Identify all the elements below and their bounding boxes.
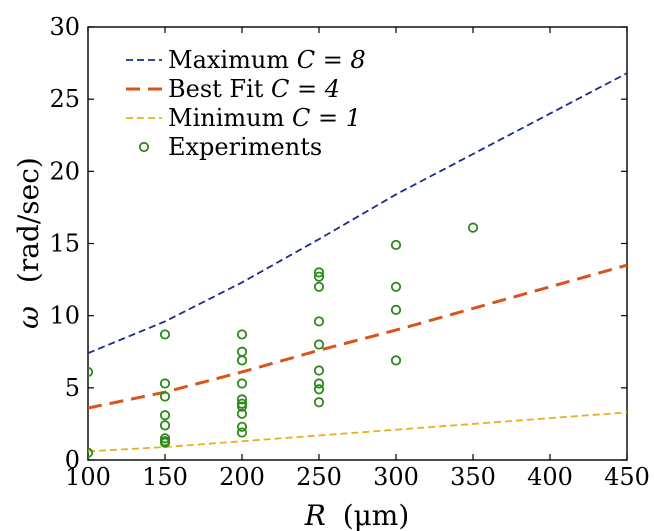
experiment-point — [159, 437, 171, 448]
y-tick-label: 20 — [49, 157, 80, 185]
y-axis-variable: ω — [12, 306, 45, 329]
experiment-point — [236, 401, 248, 412]
y-tick-label: 10 — [49, 302, 80, 330]
experiment-point — [159, 420, 171, 431]
experiment-point — [236, 394, 248, 405]
experiment-point — [390, 281, 402, 292]
y-tick-label: 25 — [49, 85, 80, 113]
legend-label-2: Best Fit C = 4 — [168, 75, 340, 103]
x-tick-label: 250 — [296, 463, 342, 491]
experiment-point — [159, 378, 171, 389]
y-tick-label: 30 — [49, 13, 80, 41]
y-axis-unit: (rad/sec) — [12, 157, 45, 283]
series-line-1 — [88, 72, 627, 355]
experiment-point — [313, 378, 325, 389]
experiment-point — [313, 397, 325, 408]
experiment-point — [236, 427, 248, 438]
experiment-point — [313, 271, 325, 282]
series-line-3 — [88, 411, 627, 453]
x-tick-label: 200 — [219, 463, 265, 491]
legend-label-3: Minimum C = 1 — [168, 104, 361, 132]
y-axis-label: ω (rad/sec) — [12, 157, 45, 329]
y-tick-label: 0 — [65, 446, 80, 474]
legend-label-1: Maximum C = 8 — [168, 46, 366, 74]
experiment-point — [159, 329, 171, 340]
experiment-point — [88, 366, 94, 378]
series-layer — [88, 72, 627, 458]
experiment-point — [313, 316, 325, 327]
experiment-point — [313, 281, 325, 292]
x-tick-label: 350 — [450, 463, 496, 491]
x-axis-variable: R — [304, 499, 326, 531]
x-axis-unit: (μm) — [343, 499, 410, 531]
experiment-point — [88, 447, 94, 458]
axis-ticks: 100 150 200 250 300 350 400 450 0 5 10 15 20 25 30 — [49, 13, 649, 491]
experiment-point — [159, 410, 171, 421]
x-tick-label: 450 — [604, 463, 650, 491]
experiment-point — [390, 304, 402, 315]
x-tick-label: 300 — [373, 463, 419, 491]
experiment-point — [313, 384, 325, 395]
y-tick-label: 15 — [49, 230, 80, 258]
experiment-point — [313, 365, 325, 376]
experiment-point — [313, 267, 325, 278]
experiment-point — [390, 355, 402, 366]
experiment-point — [236, 329, 248, 340]
experiment-point — [236, 355, 248, 366]
experiment-point — [313, 339, 325, 350]
x-tick-label: 150 — [142, 463, 188, 491]
y-tick-label: 5 — [65, 374, 80, 402]
experiment-point — [236, 378, 248, 389]
x-tick-label: 400 — [527, 463, 573, 491]
x-tick-label: 100 — [65, 463, 111, 491]
experiment-point — [159, 391, 171, 402]
plot-area — [88, 72, 627, 458]
series-line-2 — [88, 263, 627, 410]
experiment-point — [236, 346, 248, 357]
legend-swatch-4 — [138, 141, 150, 153]
experiment-point — [236, 408, 248, 419]
experiment-point — [236, 421, 248, 432]
x-axis-label: R (μm) — [304, 499, 410, 531]
legend-label-4: Experiments — [168, 133, 322, 161]
experiment-point — [467, 222, 479, 233]
experiment-point — [390, 239, 402, 251]
